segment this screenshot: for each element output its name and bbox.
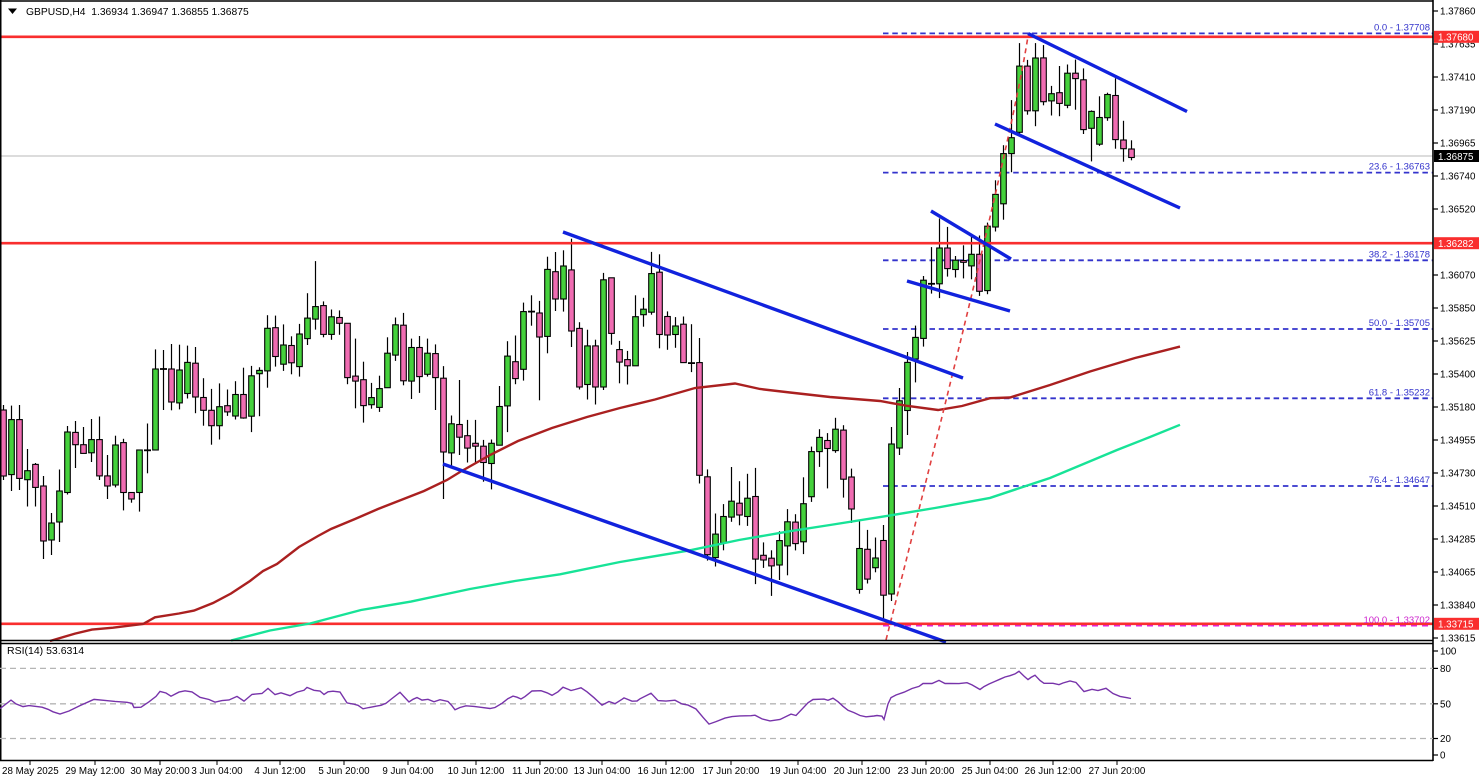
svg-text:29 May 12:00: 29 May 12:00 — [65, 766, 125, 777]
svg-text:20 Jun 12:00: 20 Jun 12:00 — [834, 766, 891, 777]
svg-text:16 Jun 12:00: 16 Jun 12:00 — [638, 766, 695, 777]
svg-text:23 Jun 20:00: 23 Jun 20:00 — [898, 766, 955, 777]
svg-text:100: 100 — [1440, 647, 1457, 658]
svg-text:1.37635: 1.37635 — [1440, 40, 1476, 51]
svg-text:1.34510: 1.34510 — [1440, 502, 1476, 513]
svg-text:1.37410: 1.37410 — [1440, 73, 1476, 84]
svg-text:1.33715: 1.33715 — [1438, 620, 1474, 631]
svg-text:26 Jun 12:00: 26 Jun 12:00 — [1025, 766, 1082, 777]
svg-text:23.6 - 1.36763: 23.6 - 1.36763 — [1369, 162, 1430, 173]
svg-text:27 Jun 20:00: 27 Jun 20:00 — [1089, 766, 1146, 777]
svg-text:0: 0 — [1440, 751, 1446, 762]
svg-text:3 Jun 04:00: 3 Jun 04:00 — [191, 766, 243, 777]
svg-text:1.33615: 1.33615 — [1440, 634, 1476, 645]
svg-text:76.4 - 1.34647: 76.4 - 1.34647 — [1369, 475, 1430, 486]
svg-text:1.35625: 1.35625 — [1440, 337, 1476, 348]
svg-text:1.36740: 1.36740 — [1440, 172, 1476, 183]
svg-text:RSI(14) 53.6314: RSI(14) 53.6314 — [7, 645, 84, 657]
svg-text:61.8 - 1.35232: 61.8 - 1.35232 — [1369, 388, 1430, 399]
svg-text:1.37190: 1.37190 — [1440, 106, 1476, 117]
svg-text:1.36875: 1.36875 — [1438, 152, 1474, 163]
svg-text:1.34285: 1.34285 — [1440, 535, 1476, 546]
svg-text:30 May 20:00: 30 May 20:00 — [130, 766, 190, 777]
svg-text:4 Jun 12:00: 4 Jun 12:00 — [254, 766, 306, 777]
svg-text:50: 50 — [1440, 699, 1451, 710]
svg-text:17 Jun 20:00: 17 Jun 20:00 — [703, 766, 760, 777]
svg-text:0.0 - 1.37708: 0.0 - 1.37708 — [1374, 23, 1430, 34]
svg-text:1.36282: 1.36282 — [1438, 239, 1473, 250]
svg-text:1.36520: 1.36520 — [1440, 205, 1476, 216]
svg-text:1.34955: 1.34955 — [1440, 436, 1476, 447]
svg-text:11 Jun 20:00: 11 Jun 20:00 — [512, 766, 568, 777]
svg-text:38.2 - 1.36178: 38.2 - 1.36178 — [1369, 250, 1430, 261]
svg-text:13 Jun 04:00: 13 Jun 04:00 — [574, 766, 631, 777]
svg-text:1.36965: 1.36965 — [1440, 139, 1476, 150]
svg-text:100.0 - 1.33702: 100.0 - 1.33702 — [1363, 615, 1430, 626]
svg-text:25 Jun 04:00: 25 Jun 04:00 — [962, 766, 1019, 777]
svg-text:1.34730: 1.34730 — [1440, 469, 1476, 480]
svg-text:19 Jun 04:00: 19 Jun 04:00 — [770, 766, 827, 777]
svg-text:5 Jun 20:00: 5 Jun 20:00 — [318, 766, 370, 777]
svg-text:28 May 2025: 28 May 2025 — [2, 766, 59, 777]
svg-text:1.37680: 1.37680 — [1438, 33, 1474, 44]
svg-text:1.33840: 1.33840 — [1440, 601, 1476, 612]
svg-text:20: 20 — [1440, 734, 1451, 745]
svg-text:1.35850: 1.35850 — [1440, 304, 1476, 315]
svg-text:1.34065: 1.34065 — [1440, 568, 1476, 579]
svg-text:1.37860: 1.37860 — [1440, 7, 1476, 18]
svg-text:1.36070: 1.36070 — [1440, 271, 1476, 282]
svg-text:10 Jun 12:00: 10 Jun 12:00 — [448, 766, 505, 777]
svg-text:1.35180: 1.35180 — [1440, 403, 1476, 414]
svg-text:50.0 - 1.35705: 50.0 - 1.35705 — [1369, 318, 1430, 329]
svg-text:1.35400: 1.35400 — [1440, 370, 1476, 381]
svg-text:9 Jun 04:00: 9 Jun 04:00 — [382, 766, 434, 777]
svg-text:GBPUSD,H4 1.36934 1.36947 1.3: GBPUSD,H4 1.36934 1.36947 1.36855 1.3687… — [26, 7, 249, 18]
svg-text:80: 80 — [1440, 664, 1451, 675]
